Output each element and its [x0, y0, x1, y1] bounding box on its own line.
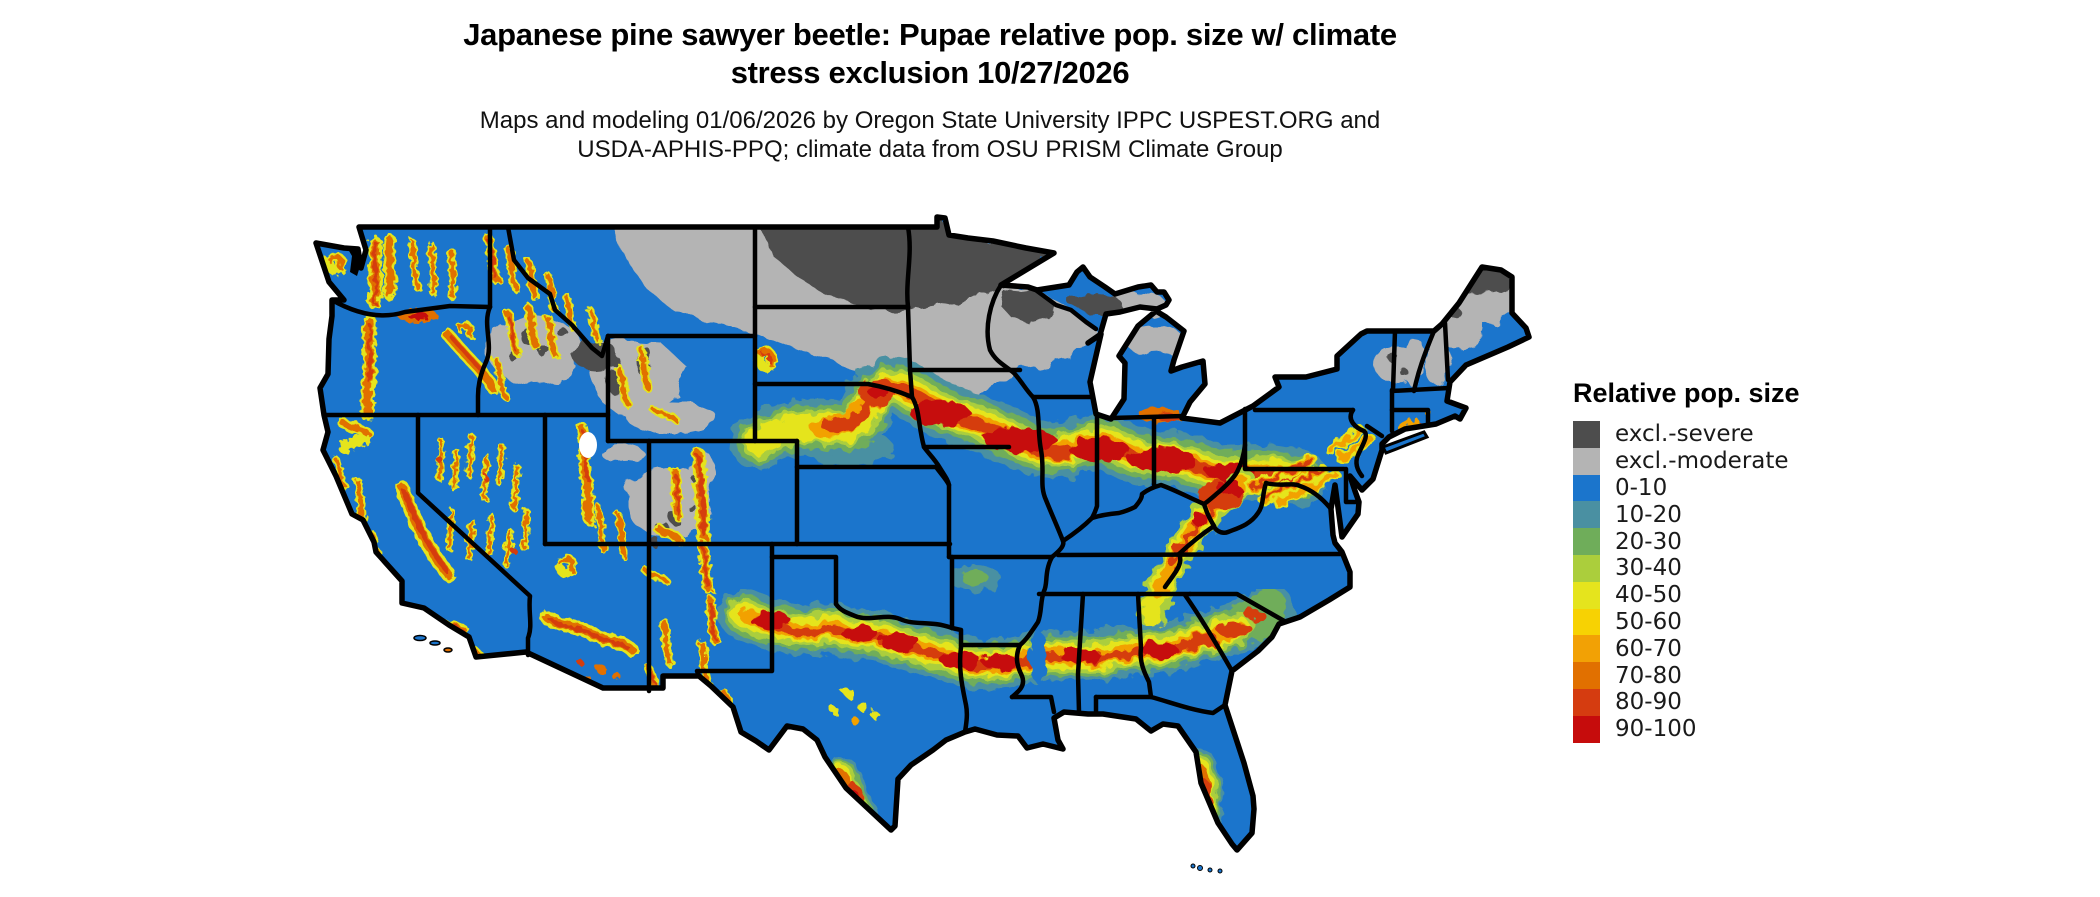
- legend-item: 0-10: [1573, 474, 1800, 502]
- legend-label: 50-60: [1615, 608, 1682, 635]
- channel-island: [429, 640, 441, 646]
- legend-item: 80-90: [1573, 688, 1800, 716]
- legend-swatch-70-80: [1573, 662, 1600, 689]
- legend-item: 90-100: [1573, 715, 1800, 743]
- map-titles: Japanese pine sawyer beetle: Pupae relat…: [300, 16, 1560, 164]
- state-borders: [321, 224, 1452, 735]
- legend-item: 10-20: [1573, 501, 1800, 529]
- us-outline: [313, 214, 1532, 853]
- legend-item: 40-50: [1573, 581, 1800, 609]
- map-container: [300, 210, 1540, 892]
- legend-swatch-30-40: [1573, 554, 1600, 582]
- florida-key: [1190, 863, 1196, 869]
- legend-swatch-50-60: [1573, 608, 1600, 636]
- legend-item: 60-70: [1573, 635, 1800, 663]
- legend-item: 20-30: [1573, 528, 1800, 555]
- legend-swatch-20-30: [1573, 528, 1600, 555]
- legend-label: excl.-severe: [1615, 421, 1754, 448]
- florida-key: [1197, 865, 1203, 871]
- page-title-line2: stress exclusion 10/27/2026: [730, 55, 1130, 90]
- legend-label: 40-50: [1615, 582, 1682, 609]
- legend-item: excl.-severe: [1573, 421, 1800, 448]
- legend-swatch-excl-severe: [1573, 421, 1600, 448]
- florida-key: [1217, 868, 1223, 874]
- legend-swatch-10-20: [1573, 501, 1600, 529]
- channel-island: [413, 634, 427, 642]
- legend-label: excl.-moderate: [1615, 448, 1789, 475]
- southern-band: [718, 583, 1293, 690]
- legend-label: 90-100: [1615, 716, 1697, 743]
- legend-swatch-excl-moderate: [1573, 447, 1600, 475]
- channel-island: [443, 647, 453, 653]
- legend-label: 20-30: [1615, 528, 1682, 555]
- legend-swatch-90-100: [1573, 715, 1600, 743]
- legend-label: 60-70: [1615, 635, 1682, 662]
- islands: [413, 430, 1430, 874]
- long-island: [1380, 430, 1430, 455]
- legend-label: 80-90: [1615, 689, 1682, 716]
- legend-swatch-60-70: [1573, 635, 1600, 663]
- legend-item: 70-80: [1573, 662, 1800, 689]
- legend-label: 10-20: [1615, 501, 1682, 528]
- legend-rows: excl.-severe excl.-moderate 0-10 10-20 2…: [1573, 421, 1800, 743]
- legend-swatch-40-50: [1573, 581, 1600, 609]
- cornbelt-band: [730, 358, 1328, 506]
- florida-key: [1207, 867, 1213, 873]
- subtitle-line1: Maps and modeling 01/06/2026 by Oregon S…: [479, 107, 1381, 134]
- legend-label: 70-80: [1615, 662, 1682, 689]
- legend-label: 0-10: [1615, 474, 1668, 501]
- legend-item: excl.-moderate: [1573, 447, 1800, 475]
- legend-swatch-80-90: [1573, 688, 1600, 716]
- us-map: [313, 214, 1532, 874]
- page-title-line1: Japanese pine sawyer beetle: Pupae relat…: [463, 17, 1397, 52]
- legend-label: 30-40: [1615, 555, 1682, 582]
- legend-swatch-0-10: [1573, 474, 1600, 502]
- legend: Relative pop. size excl.-severe excl.-mo…: [1573, 378, 1800, 743]
- map-subtitle: Maps and modeling 01/06/2026 by Oregon S…: [300, 106, 1560, 164]
- legend-item: 30-40: [1573, 554, 1800, 582]
- great-salt-lake: [579, 432, 597, 458]
- legend-title: Relative pop. size: [1573, 378, 1800, 408]
- subtitle-line2: USDA-APHIS-PPQ; climate data from OSU PR…: [577, 136, 1283, 163]
- legend-item: 50-60: [1573, 608, 1800, 636]
